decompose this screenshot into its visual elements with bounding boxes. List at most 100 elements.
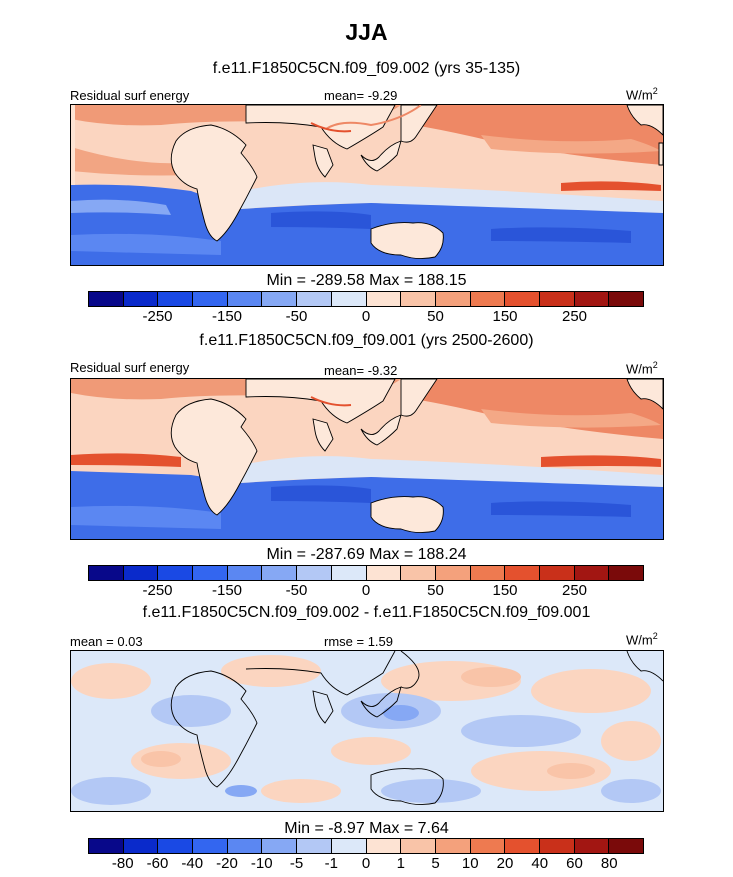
colorbar-tick-label: 0 [361,855,371,872]
colorbar-swatch [609,839,643,853]
colorbar-tick-label: -80 [111,855,134,872]
colorbar-tick-label: -40 [181,855,204,872]
colorbar-tick-label: 150 [492,582,518,599]
colorbar-tick-label: 10 [461,855,479,872]
colorbar-swatch [297,566,332,580]
colorbar-swatch [262,292,298,306]
colorbar-tick-label: -10 [250,855,273,872]
panel-2-map [70,378,664,540]
panel-3-rmse-label: rmse = 1.59 [324,634,394,649]
colorbar-swatch [89,839,124,853]
colorbar-swatch [123,566,159,580]
colorbar-swatch [505,566,540,580]
colorbar-tick-label: -250 [142,308,173,325]
colorbar-swatch [470,566,506,580]
colorbar-swatch [193,839,228,853]
colorbar-tick-label: -150 [211,582,243,599]
panel-1-mean-label: mean= -9.29 [324,88,398,103]
colorbar-swatch [297,839,332,853]
panel-2-units: W/m2 [626,360,658,377]
panel-1-colorbar-swatches [88,291,644,307]
colorbar-swatch [401,292,436,306]
colorbar-tick-label: 0 [361,308,371,325]
colorbar-swatch [227,566,263,580]
colorbar-tick-label: 20 [496,855,514,872]
panel-1-colorbar-ticks: -250 -150 -50 0 50 150 250 [88,307,644,325]
panel-3-subtitle: f.e11.F1850C5CN.f09_f09.002 - f.e11.F185… [142,604,591,621]
colorbar-swatch [435,566,471,580]
colorbar-swatch [331,292,367,306]
colorbar-tick-label: 50 [427,582,444,599]
colorbar-tick-label: 40 [531,855,549,872]
colorbar-swatch [331,839,367,853]
colorbar-tick-label: 1 [396,855,405,872]
colorbar-swatch [505,839,540,853]
panel-2-colorbar: -250 -150 -50 0 50 150 250 [88,565,644,599]
colorbar-swatch [366,292,402,306]
panel-2-minmax: Min = -287.69 Max = 188.24 [266,546,467,563]
colorbar-tick-label: -20 [216,855,238,872]
colorbar-swatch [227,292,263,306]
panel-2-mean-label: mean= -9.32 [324,363,398,378]
colorbar-swatch [262,839,298,853]
colorbar-swatch [435,839,471,853]
colorbar-tick-label: -50 [285,308,308,325]
colorbar-tick-label: 5 [431,855,440,872]
panel-1-units: W/m2 [626,86,658,103]
panel-3-colorbar-ticks: -80 -60 -40 -20 -10 -5 -1 0 1 5 10 20 40 60 80 [88,854,644,872]
colorbar-swatch [89,292,124,306]
panel-2-field-label: Residual surf energy [70,360,190,375]
figure-title: JJA [345,19,388,45]
colorbar-swatch [470,292,506,306]
colorbar-tick-label: 0 [361,582,371,599]
colorbar-tick-label: 250 [561,582,588,599]
colorbar-tick-label: 150 [492,308,518,325]
colorbar-swatch [366,839,402,853]
panel-2-colorbar-ticks: -250 -150 -50 0 50 150 250 [88,581,644,599]
colorbar-swatch [297,292,332,306]
colorbar-tick-label: 60 [566,855,583,872]
panel-1-minmax: Min = -289.58 Max = 188.15 [266,272,467,289]
colorbar-swatch [609,292,643,306]
panel-3-minmax: Min = -8.97 Max = 7.64 [284,820,449,837]
colorbar-swatch [401,839,436,853]
colorbar-swatch [227,839,263,853]
colorbar-tick-label: -250 [142,582,173,599]
panel-1-map [70,104,664,266]
colorbar-tick-label: 80 [600,855,618,872]
colorbar-swatch [262,566,298,580]
colorbar-tick-label: -60 [146,855,169,872]
colorbar-swatch [193,566,228,580]
colorbar-swatch [158,839,194,853]
panel-1-subtitle: f.e11.F1850C5CN.f09_f09.002 (yrs 35-135) [212,60,521,77]
panel-3-colorbar: -80 -60 -40 -20 -10 -5 -1 0 1 5 10 20 40 60 80 [88,838,644,872]
colorbar-swatch [331,566,367,580]
colorbar-swatch [574,292,610,306]
colorbar-swatch [609,566,643,580]
panel-3-mean-label: mean = 0.03 [70,634,143,649]
panel-2-subtitle: f.e11.F1850C5CN.f09_f09.001 (yrs 2500-26… [199,332,534,349]
colorbar-tick-label: -5 [289,855,304,872]
colorbar-swatch [574,839,610,853]
panel-1-colorbar: -250 -150 -50 0 50 150 250 [88,291,644,325]
colorbar-swatch [539,292,575,306]
colorbar-swatch [574,566,610,580]
colorbar-swatch [366,566,402,580]
colorbar-tick-label: -50 [285,582,308,599]
colorbar-swatch [539,566,575,580]
panel-3-map [70,650,664,812]
panel-3-units: W/m2 [626,631,658,648]
colorbar-tick-label: -150 [211,308,243,325]
colorbar-swatch [158,292,194,306]
colorbar-swatch [505,292,540,306]
panel-1-field-label: Residual surf energy [70,88,190,103]
colorbar-swatch [123,839,159,853]
colorbar-swatch [193,292,228,306]
colorbar-swatch [470,839,506,853]
colorbar-swatch [158,566,194,580]
colorbar-tick-label: -1 [324,855,338,872]
colorbar-tick-label: 50 [427,308,444,325]
colorbar-swatch [539,839,575,853]
colorbar-swatch [89,566,124,580]
colorbar-swatch [123,292,159,306]
